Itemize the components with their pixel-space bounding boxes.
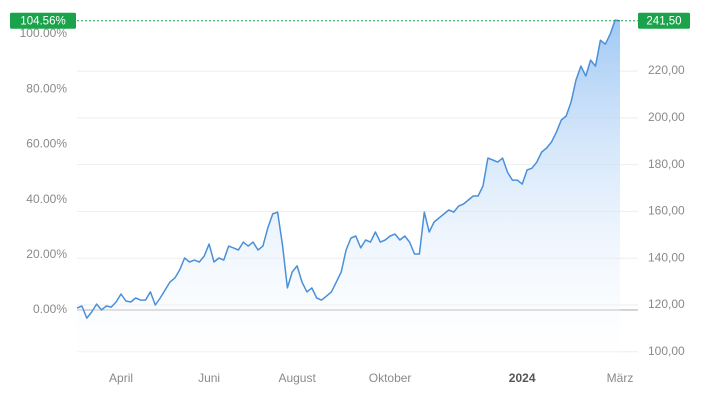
x-tick-label: April xyxy=(109,371,133,385)
area xyxy=(77,20,620,360)
y-tick-label: 20.00% xyxy=(26,247,67,261)
x-tick-label: Oktober xyxy=(369,371,412,385)
y2-tick-label: 100,00 xyxy=(648,344,685,358)
y-tick-label: 60.00% xyxy=(26,137,67,151)
x-tick-label: August xyxy=(278,371,316,385)
change-badge-bg xyxy=(10,12,76,29)
change-badge: 104.56% xyxy=(20,15,65,27)
y2-tick-label: 160,00 xyxy=(648,204,685,218)
y-tick-label: 100.00% xyxy=(20,26,68,40)
x-tick-label: März xyxy=(607,371,634,385)
x-tick-label: 2024 xyxy=(509,371,536,385)
y-tick-label: 40.00% xyxy=(26,192,67,206)
y2-tick-label: 200,00 xyxy=(648,110,685,124)
price-line xyxy=(76,19,621,319)
y2-tick-label: 120,00 xyxy=(648,297,685,311)
y2-tick-label: 220,00 xyxy=(648,63,685,77)
y2-tick-label: 180,00 xyxy=(648,157,685,171)
y-tick-label: 0.00% xyxy=(33,302,67,316)
y-tick-label: 80.00% xyxy=(26,81,67,95)
price-badge-bg xyxy=(638,12,690,29)
y2-tick-label: 140,00 xyxy=(648,250,685,264)
x-tick-label: Juni xyxy=(198,371,220,385)
price-badge: 241,50 xyxy=(646,15,681,27)
